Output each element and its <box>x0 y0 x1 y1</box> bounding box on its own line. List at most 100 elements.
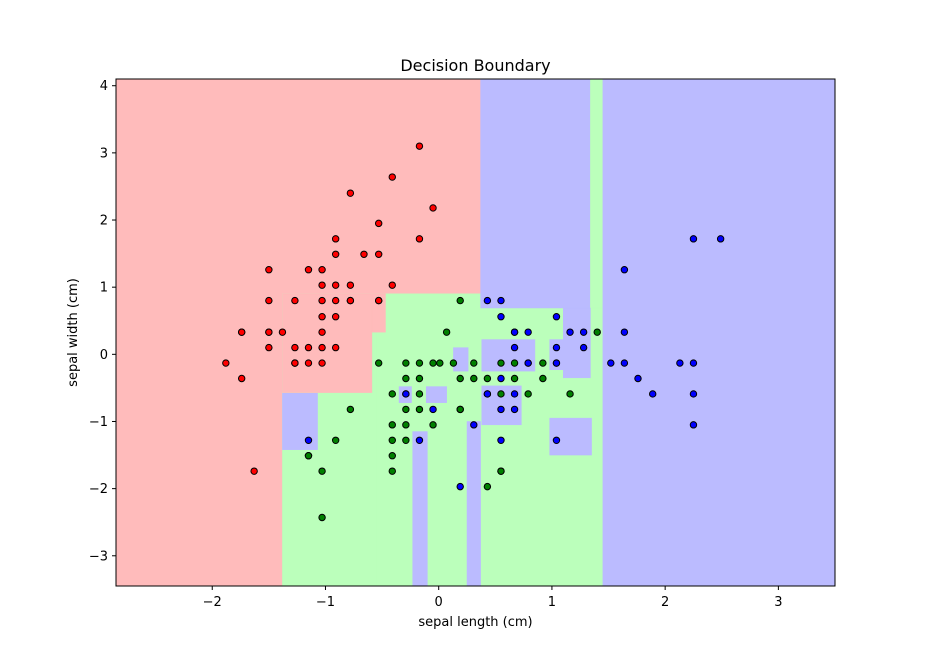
region-class-0 <box>371 293 386 333</box>
point-class-1 <box>510 374 519 383</box>
y-tick-label: −3 <box>89 549 108 564</box>
point-class-1 <box>318 467 326 475</box>
point-class-0 <box>318 266 326 274</box>
point-class-2 <box>566 328 574 336</box>
point-class-1 <box>483 482 492 491</box>
x-tick-label: 3 <box>774 595 782 610</box>
point-class-0 <box>331 235 340 243</box>
point-class-2 <box>579 328 588 336</box>
point-class-1 <box>388 467 396 475</box>
point-class-0 <box>291 343 299 352</box>
point-class-2 <box>676 359 684 367</box>
point-class-1 <box>415 359 424 367</box>
point-class-1 <box>442 328 451 336</box>
point-class-1 <box>593 328 601 336</box>
point-class-1 <box>304 452 313 460</box>
point-class-2 <box>510 390 519 398</box>
x-tick-label: 0 <box>435 595 443 610</box>
point-class-2 <box>429 405 437 414</box>
point-class-1 <box>402 359 410 367</box>
point-class-0 <box>318 281 326 289</box>
point-class-2 <box>620 359 629 367</box>
y-tick-label: 0 <box>100 348 108 363</box>
point-class-1 <box>415 405 424 414</box>
point-class-0 <box>331 313 340 321</box>
point-class-0 <box>374 250 383 258</box>
point-class-1 <box>539 374 547 383</box>
point-class-2 <box>552 313 561 321</box>
region-class-2 <box>563 307 591 379</box>
point-class-1 <box>415 374 424 383</box>
point-class-0 <box>331 250 340 258</box>
region-class-2 <box>602 79 835 586</box>
point-class-2 <box>552 436 561 444</box>
point-class-1 <box>510 359 519 367</box>
point-class-0 <box>318 359 326 367</box>
x-axis-label: sepal length (cm) <box>418 615 532 630</box>
point-class-1 <box>497 467 505 475</box>
point-class-2 <box>689 235 698 243</box>
point-class-2 <box>304 436 313 444</box>
region-class-1 <box>590 79 604 309</box>
y-axis-label: sepal width (cm) <box>66 278 81 387</box>
y-tick-label: 1 <box>100 281 108 296</box>
point-class-1 <box>374 359 383 367</box>
point-class-0 <box>318 313 326 321</box>
point-class-0 <box>291 359 299 367</box>
point-class-0 <box>388 173 396 181</box>
region-class-2 <box>466 421 481 586</box>
point-class-2 <box>415 436 424 444</box>
point-class-2 <box>510 343 519 352</box>
point-class-0 <box>331 296 340 305</box>
point-class-0 <box>304 343 313 352</box>
point-class-1 <box>456 374 464 383</box>
point-class-0 <box>318 328 326 336</box>
point-class-0 <box>265 328 273 336</box>
point-class-0 <box>278 328 287 336</box>
point-class-1 <box>388 436 396 444</box>
point-class-2 <box>497 405 505 414</box>
point-class-1 <box>402 421 410 429</box>
point-class-0 <box>291 296 299 305</box>
point-class-2 <box>483 296 492 305</box>
point-class-0 <box>346 296 355 305</box>
point-class-1 <box>497 359 505 367</box>
point-class-0 <box>250 467 258 475</box>
point-class-0 <box>265 296 273 305</box>
point-class-0 <box>360 250 368 258</box>
y-tick-label: 4 <box>100 79 108 94</box>
point-class-1 <box>402 405 410 414</box>
point-class-2 <box>607 359 615 367</box>
y-tick-label: 3 <box>100 146 108 161</box>
point-class-1 <box>497 390 505 398</box>
point-class-0 <box>222 359 230 367</box>
point-class-1 <box>402 374 410 383</box>
point-class-0 <box>374 296 383 305</box>
point-class-1 <box>456 296 464 305</box>
point-class-0 <box>304 266 313 274</box>
point-class-2 <box>634 374 642 383</box>
point-class-1 <box>415 390 424 398</box>
point-class-0 <box>374 219 383 228</box>
point-class-2 <box>620 328 629 336</box>
point-class-0 <box>346 281 355 289</box>
point-class-2 <box>470 421 478 429</box>
point-class-2 <box>689 390 698 398</box>
point-class-1 <box>388 390 396 398</box>
point-class-2 <box>689 421 698 429</box>
point-class-0 <box>237 374 246 383</box>
region-class-2 <box>425 386 447 403</box>
point-class-2 <box>552 343 561 352</box>
point-class-0 <box>429 204 437 212</box>
region-class-2 <box>480 79 591 309</box>
point-class-1 <box>470 374 478 383</box>
point-class-0 <box>346 189 355 197</box>
point-class-0 <box>318 296 326 305</box>
point-class-0 <box>265 343 273 352</box>
point-class-1 <box>429 359 437 367</box>
point-class-2 <box>456 482 464 491</box>
region-class-2 <box>412 431 428 586</box>
point-class-2 <box>579 343 588 352</box>
point-class-2 <box>497 374 505 383</box>
region-class-2 <box>282 393 318 450</box>
